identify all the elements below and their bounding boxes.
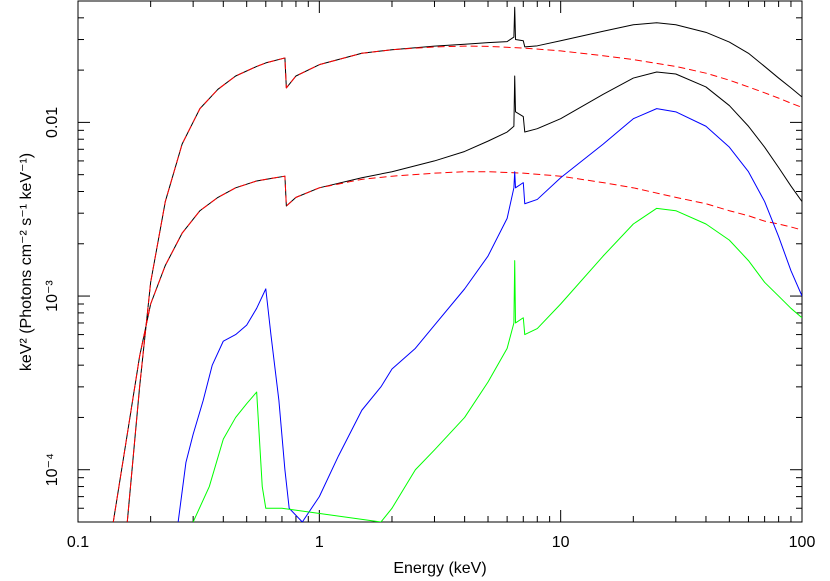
y-axis-title: keV² (Photons cm⁻² s⁻¹ keV⁻¹) xyxy=(18,153,35,371)
plot-frame xyxy=(77,0,803,523)
series-line-5 xyxy=(177,108,802,522)
x-tick-label: 0.1 xyxy=(67,534,89,551)
series-line-6 xyxy=(192,207,802,522)
y-tick-label: 10⁻³ xyxy=(44,280,61,312)
series-line-4 xyxy=(112,171,802,522)
x-tick-label: 10 xyxy=(552,534,570,551)
series-line-2 xyxy=(126,45,802,522)
axis-ticks xyxy=(77,0,803,523)
x-tick-label: 1 xyxy=(315,534,324,551)
x-tick-label: 100 xyxy=(789,534,816,551)
y-tick-label: 0.01 xyxy=(44,107,61,138)
x-axis-title: Energy (keV) xyxy=(393,560,486,577)
series-layer xyxy=(112,6,802,522)
tick-labels: 0.1 1 10 100 10⁻⁴ 10⁻³ 0.01 xyxy=(44,107,815,551)
y-tick-label: 10⁻⁴ xyxy=(44,453,61,486)
